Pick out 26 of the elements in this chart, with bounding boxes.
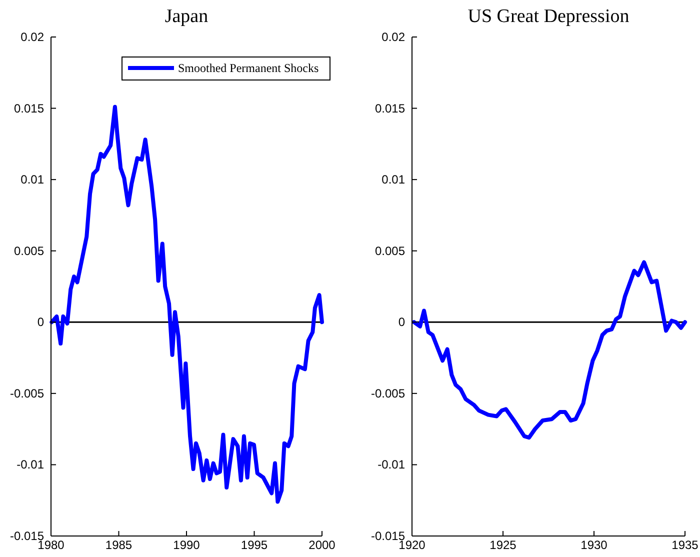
y-tick-label: 0.015: [14, 101, 44, 116]
y-tick-label: 0.015: [374, 101, 406, 116]
y-tick-label: 0.005: [374, 244, 406, 258]
chart-title: US Great Depression: [468, 6, 630, 27]
y-tick-label: 0: [37, 315, 44, 330]
y-tick-label: 0.02: [382, 30, 406, 44]
x-tick-label: 1925: [490, 538, 517, 552]
x-tick-label: 1935: [672, 538, 699, 552]
y-tick-label: 0.01: [20, 172, 44, 187]
x-tick-label: 2000: [308, 538, 336, 552]
y-tick-label: 0.005: [14, 244, 44, 258]
x-tick-label: 1990: [173, 538, 200, 552]
line-series: [412, 260, 687, 440]
y-tick-label: -0.01: [378, 458, 406, 472]
x-tick-label: 1985: [105, 538, 132, 552]
y-tick-label: -0.005: [10, 386, 44, 400]
y-tick-label: -0.005: [370, 386, 406, 400]
y-tick-label: 0.01: [382, 172, 406, 187]
x-tick-label: 1995: [240, 538, 268, 552]
y-tick-label: -0.01: [16, 458, 44, 472]
legend-label: Smoothed Permanent Shocks: [178, 61, 319, 75]
y-tick-label: 0: [398, 315, 406, 330]
chart-title: Japan: [164, 6, 209, 27]
x-tick-label: 1930: [580, 538, 608, 552]
y-tick-label: 0.02: [20, 30, 44, 44]
line-series: [50, 104, 324, 504]
